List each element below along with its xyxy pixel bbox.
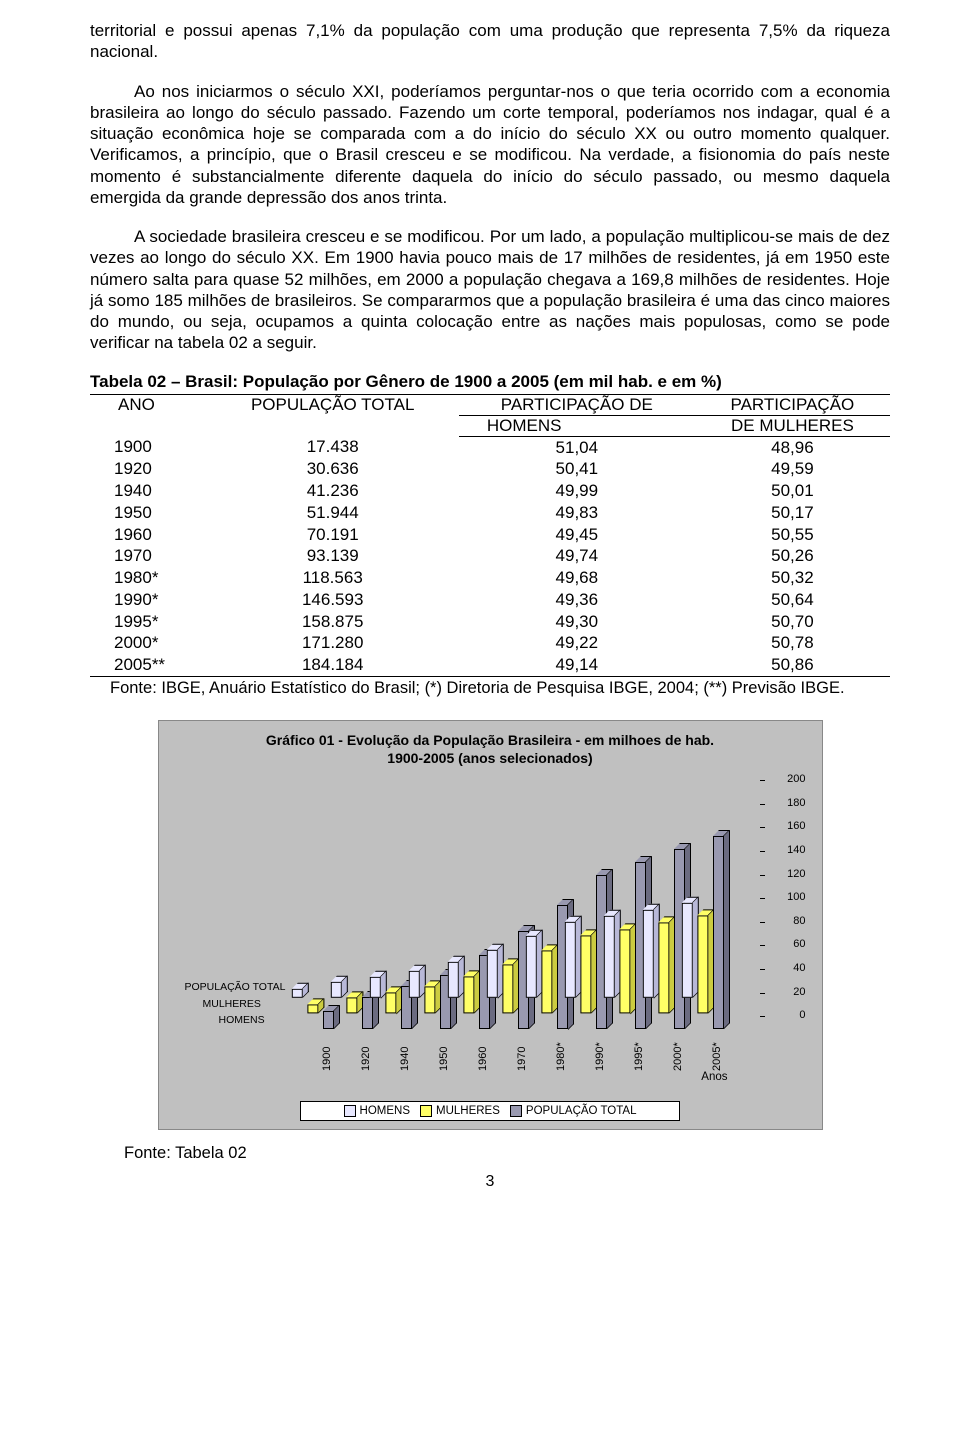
chart-source: Fonte: Tabela 02 <box>124 1144 890 1163</box>
table-row: 1980*118.56349,6850,32 <box>90 567 890 589</box>
col-header: ANO <box>90 394 207 436</box>
table-title: Tabela 02 – Brasil: População por Gênero… <box>90 372 890 392</box>
table-row: 190017.43851,0448,96 <box>90 436 890 458</box>
col-header: HOMENS <box>459 415 695 436</box>
table-row: 192030.63650,4149,59 <box>90 458 890 480</box>
paragraph: A sociedade brasileira cresceu e se modi… <box>90 226 890 354</box>
table-row: 2005**184.18449,1450,86 <box>90 654 890 676</box>
col-header: PARTICIPAÇÃO DE <box>459 394 695 415</box>
table-row: 1995*158.87549,3050,70 <box>90 611 890 633</box>
x-labels: 1900192019401950196019701980*1990*1995*2… <box>319 1029 742 1071</box>
population-table: ANO POPULAÇÃO TOTAL PARTICIPAÇÃO DE PART… <box>90 394 890 677</box>
col-header: PARTICIPAÇÃO <box>695 394 890 415</box>
table-row: 194041.23649,9950,01 <box>90 480 890 502</box>
table-row: 195051.94449,8350,17 <box>90 502 890 524</box>
x-axis-title: Anos <box>701 1071 727 1083</box>
population-chart: Gráfico 01 - Evolução da População Brasi… <box>158 720 823 1130</box>
table-source: Fonte: IBGE, Anuário Estatístico do Bras… <box>90 679 890 698</box>
chart-title: Gráfico 01 - Evolução da População Brasi… <box>169 731 812 767</box>
paragraph: Ao nos iniciarmos o século XXI, poderíam… <box>90 81 890 209</box>
table-row: 1990*146.59349,3650,64 <box>90 589 890 611</box>
table-row: 2000*171.28049,2250,78 <box>90 632 890 654</box>
table-row: 197093.13949,7450,26 <box>90 545 890 567</box>
y-axis: 020406080100120140160180200 <box>762 779 806 1015</box>
series-axis-labels: POPULAÇÃO TOTAL MULHERES HOMENS <box>185 979 286 1029</box>
chart-legend: HOMENSMULHERESPOPULAÇÃO TOTAL <box>300 1101 680 1121</box>
table-row: 196070.19149,4550,55 <box>90 524 890 546</box>
col-header: POPULAÇÃO TOTAL <box>207 394 459 436</box>
page-number: 3 <box>90 1173 890 1191</box>
paragraph: territorial e possui apenas 7,1% da popu… <box>90 20 890 63</box>
bars-area <box>319 799 742 1029</box>
col-header: DE MULHERES <box>695 415 890 436</box>
